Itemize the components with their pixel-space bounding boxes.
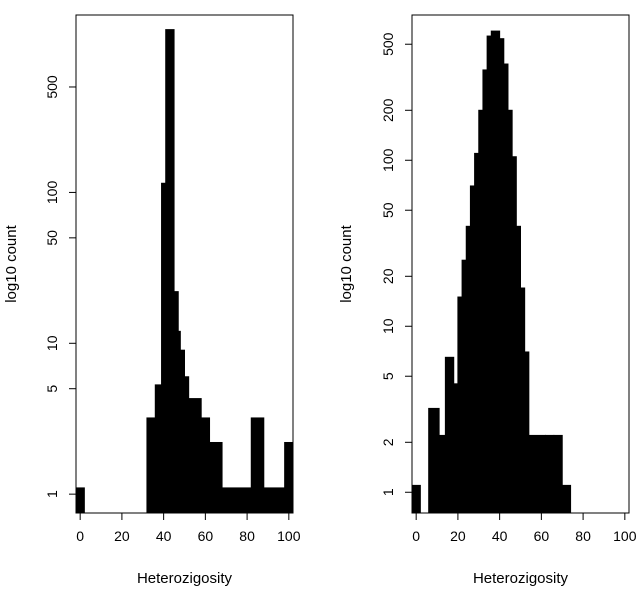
histogram-bar: [520, 287, 526, 514]
histogram-bar: [545, 434, 555, 514]
histogram-bar: [221, 487, 252, 514]
x-tick-label: 0: [412, 528, 420, 544]
x-tick-label: 80: [239, 528, 255, 544]
histogram-bar: [411, 484, 421, 514]
histogram-bar: [250, 417, 265, 514]
y-tick-label: 2: [380, 438, 396, 446]
histogram-bar: [179, 349, 186, 514]
y-tick-label: 5: [44, 385, 60, 393]
histogram-bar: [515, 225, 522, 514]
histogram-bar: [263, 487, 286, 514]
y-tick-label: 1: [380, 488, 396, 496]
y-tick-label: 10: [44, 335, 60, 351]
x-tick-label: 20: [450, 528, 466, 544]
right-histogram-panel: 0 20 40 60 80 100 1 2 5 10 20 50 100 200 500 Heterozigo…: [338, 14, 637, 587]
histogram-bar: [284, 441, 294, 514]
histogram-bar: [507, 109, 513, 514]
histogram-bar: [482, 69, 488, 514]
histogram-bar: [444, 356, 455, 514]
x-axis-title: Heterozigosity: [137, 570, 233, 587]
x-tick-label: 40: [492, 528, 508, 544]
x-tick-label: 100: [613, 528, 637, 544]
x-axis-title: Heterozigosity: [473, 570, 569, 587]
histogram-bar: [486, 35, 492, 514]
left-histogram-panel: 0 20 40 60 80 100 1 5 10 50 100 500 Heterozigosity lo…: [3, 14, 301, 587]
x-tick-label: 60: [534, 528, 550, 544]
histogram-bar: [524, 351, 530, 514]
histogram-bar: [553, 434, 563, 514]
x-tick-label: 0: [76, 528, 84, 544]
histogram-bar: [154, 384, 163, 514]
histogram-bar: [503, 63, 509, 514]
histogram-bar: [161, 182, 167, 514]
x-tick-label: 20: [114, 528, 130, 544]
y-axis-title: log10 count: [3, 224, 20, 302]
y-tick-label: 5: [380, 372, 396, 380]
histogram-bar: [209, 441, 223, 514]
histogram-bar: [428, 407, 440, 514]
histogram-bar: [474, 152, 480, 514]
histogram-bar: [146, 417, 156, 514]
x-tick-label: 60: [198, 528, 214, 544]
histogram-bar: [200, 417, 211, 514]
x-tick-label: 80: [575, 528, 591, 544]
histogram-bar: [478, 109, 484, 514]
y-tick-label: 1: [44, 490, 60, 498]
x-tick-label: 40: [156, 528, 172, 544]
histogram-bar: [173, 291, 179, 514]
histogram-bar: [465, 225, 471, 514]
histogram-bar: [438, 434, 446, 514]
histogram-bar: [188, 398, 202, 514]
histogram-bar: [453, 383, 459, 514]
y-tick-label: 10: [380, 318, 396, 334]
y-tick-label: 50: [380, 202, 396, 218]
histogram-bar: [511, 156, 517, 514]
histogram-bar: [184, 376, 190, 514]
plot-frame: [75, 14, 294, 514]
x-tick-label: 100: [277, 528, 301, 544]
plot-frame: [411, 14, 630, 514]
histogram-bar: [457, 296, 463, 514]
histogram-bar: [461, 259, 467, 514]
y-axis-title: log10 count: [338, 224, 355, 302]
histogram-bar: [499, 38, 505, 514]
histogram-bar: [561, 484, 572, 514]
histogram-bar: [75, 487, 85, 514]
y-tick-label: 200: [380, 98, 396, 122]
histogram-bar: [469, 185, 476, 514]
y-tick-label: 100: [380, 148, 396, 172]
y-tick-label: 20: [380, 268, 396, 284]
y-tick-label: 50: [44, 230, 60, 246]
histogram-bar: [490, 30, 501, 514]
y-tick-label: 500: [380, 32, 396, 56]
histogram-bar: [165, 29, 175, 514]
y-tick-label: 500: [44, 75, 60, 99]
histogram-bar: [528, 434, 547, 514]
y-tick-label: 100: [44, 181, 60, 205]
